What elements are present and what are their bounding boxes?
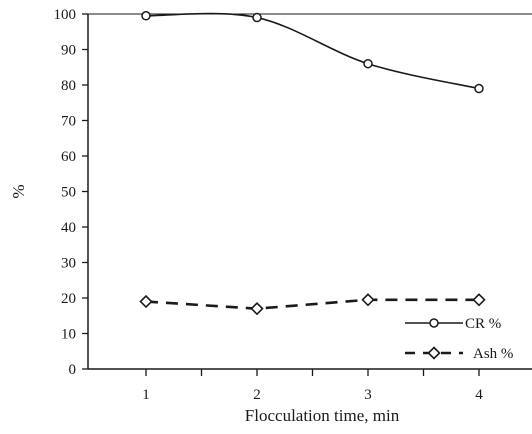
data-point-circle [141,11,151,21]
y-tick-label: 30 [61,256,76,272]
data-point-circle [252,12,262,23]
y-axis-title: % [9,184,28,198]
series-ash [139,293,486,316]
series-line [145,298,479,310]
x-tick-label: 2 [253,387,261,403]
y-tick-label: 100 [54,7,77,23]
x-tick-label: 1 [142,387,150,403]
legend-label: CR % [465,316,501,332]
x-tick-label: 3 [364,387,372,403]
y-tick-label: 90 [61,43,76,59]
plot-area: 0 10 20 30 40 50 60 70 80 90 100 1 2 3 4 [54,7,532,403]
data-point-diamond [250,302,264,316]
series-cr [141,11,484,94]
y-tick-label: 0 [69,362,77,378]
legend-label: Ash % [473,346,513,362]
y-tick-label: 50 [61,185,76,201]
data-point-diamond [139,294,153,309]
y-ticks: 0 10 20 30 40 50 60 70 80 90 100 [54,7,88,378]
legend-item: Ash % [405,346,513,362]
x-ticks: 1 2 3 4 [142,369,483,403]
x-tick-label: 4 [475,387,483,403]
legend-item: CR % [405,316,501,332]
y-tick-label: 70 [61,114,76,130]
y-tick-label: 40 [61,220,76,236]
data-point-diamond [361,293,375,307]
data-point-circle [363,58,373,69]
legend-marker-diamond [427,346,441,360]
y-tick-label: 10 [61,327,76,343]
legend: CR % Ash % [405,316,513,362]
y-tick-label: 80 [61,78,76,94]
y-tick-label: 20 [61,291,76,307]
data-point-circle [474,83,484,94]
series-line [145,12,480,90]
x-axis-title: Flocculation time, min [245,406,400,425]
series-layer [139,11,486,316]
legend-marker-circle [429,318,439,328]
y-tick-label: 60 [61,149,76,165]
data-point-diamond [472,293,486,307]
